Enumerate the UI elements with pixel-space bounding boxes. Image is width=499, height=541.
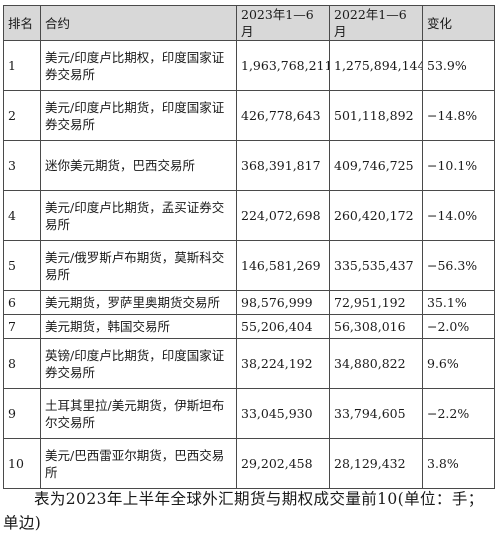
cell-rank: 9	[3, 388, 41, 439]
header-change: 变化	[422, 5, 495, 41]
fx-volume-table: 排名 合约 2023年1—6月 2022年1—6月 变化 1 美元/印度卢比期权…	[3, 5, 495, 489]
cell-volume-2022: 28,129,432	[329, 438, 423, 489]
table-row: 1 美元/印度卢比期权，印度国家证券交易所 1,963,768,211 1,27…	[3, 40, 495, 91]
table-row: 10 美元/巴西雷亚尔期货，巴西交易所 29,202,458 28,129,43…	[3, 438, 495, 489]
table-header-row: 排名 合约 2023年1—6月 2022年1—6月 变化	[3, 5, 495, 41]
table-row: 3 迷你美元期货，巴西交易所 368,391,817 409,746,725 −…	[3, 140, 495, 191]
cell-volume-2022: 34,880,822	[329, 338, 423, 389]
table-row: 7 美元期货，韩国交易所 55,206,404 56,308,016 −2.0%	[3, 314, 495, 339]
cell-volume-2023: 426,778,643	[236, 90, 330, 141]
cell-contract: 美元/印度卢比期权，印度国家证券交易所	[40, 40, 237, 91]
cell-rank: 4	[3, 190, 41, 241]
cell-rank: 1	[3, 40, 41, 91]
header-contract: 合约	[40, 5, 237, 41]
cell-contract: 英镑/印度卢比期货，印度国家证券交易所	[40, 338, 237, 389]
cell-volume-2023: 224,072,698	[236, 190, 330, 241]
table-row: 8 英镑/印度卢比期货，印度国家证券交易所 38,224,192 34,880,…	[3, 338, 495, 389]
cell-volume-2022: 260,420,172	[329, 190, 423, 241]
cell-volume-2022: 1,275,894,144	[329, 40, 423, 91]
cell-contract: 美元/俄罗斯卢布期货，莫斯科交易所	[40, 240, 237, 291]
cell-contract: 迷你美元期货，巴西交易所	[40, 140, 237, 191]
table-row: 6 美元期货，罗萨里奥期货交易所 98,576,999 72,951,192 3…	[3, 290, 495, 315]
cell-volume-2022: 335,535,437	[329, 240, 423, 291]
cell-volume-2022: 33,794,605	[329, 388, 423, 439]
cell-rank: 7	[3, 314, 41, 339]
cell-change: 9.6%	[422, 338, 495, 389]
cell-contract: 美元期货，韩国交易所	[40, 314, 237, 339]
cell-change: −14.8%	[422, 90, 495, 141]
cell-rank: 8	[3, 338, 41, 389]
cell-volume-2023: 33,045,930	[236, 388, 330, 439]
cell-volume-2023: 1,963,768,211	[236, 40, 330, 91]
header-2022: 2022年1—6月	[329, 5, 423, 41]
cell-volume-2022: 501,118,892	[329, 90, 423, 141]
cell-rank: 10	[3, 438, 41, 489]
cell-contract: 美元/印度卢比期货，孟买证券交易所	[40, 190, 237, 241]
cell-change: 3.8%	[422, 438, 495, 489]
cell-volume-2022: 56,308,016	[329, 314, 423, 339]
cell-contract: 美元/巴西雷亚尔期货，巴西交易所	[40, 438, 237, 489]
cell-contract: 土耳其里拉/美元期货，伊斯坦布尔交易所	[40, 388, 237, 439]
cell-contract: 美元/印度卢比期货，印度国家证券交易所	[40, 90, 237, 141]
cell-change: −10.1%	[422, 140, 495, 191]
cell-volume-2023: 98,576,999	[236, 290, 330, 315]
cell-change: −56.3%	[422, 240, 495, 291]
fx-volume-table-container: 排名 合约 2023年1—6月 2022年1—6月 变化 1 美元/印度卢比期权…	[3, 5, 495, 489]
table-row: 9 土耳其里拉/美元期货，伊斯坦布尔交易所 33,045,930 33,794,…	[3, 388, 495, 439]
table-row: 2 美元/印度卢比期货，印度国家证券交易所 426,778,643 501,11…	[3, 90, 495, 141]
cell-change: −2.2%	[422, 388, 495, 439]
header-rank: 排名	[3, 5, 41, 41]
cell-rank: 2	[3, 90, 41, 141]
cell-volume-2023: 368,391,817	[236, 140, 330, 191]
cell-rank: 6	[3, 290, 41, 315]
cell-change: −14.0%	[422, 190, 495, 241]
cell-change: 35.1%	[422, 290, 495, 315]
cell-volume-2023: 55,206,404	[236, 314, 330, 339]
table-row: 5 美元/俄罗斯卢布期货，莫斯科交易所 146,581,269 335,535,…	[3, 240, 495, 291]
cell-rank: 5	[3, 240, 41, 291]
cell-volume-2023: 146,581,269	[236, 240, 330, 291]
cell-volume-2022: 72,951,192	[329, 290, 423, 315]
cell-volume-2023: 29,202,458	[236, 438, 330, 489]
table-caption: 表为2023年上半年全球外汇期货与期权成交量前10(单位：手；单边)	[3, 490, 484, 532]
cell-contract: 美元期货，罗萨里奥期货交易所	[40, 290, 237, 315]
cell-volume-2023: 38,224,192	[236, 338, 330, 389]
cell-change: −2.0%	[422, 314, 495, 339]
cell-volume-2022: 409,746,725	[329, 140, 423, 191]
cell-change: 53.9%	[422, 40, 495, 91]
table-row: 4 美元/印度卢比期货，孟买证券交易所 224,072,698 260,420,…	[3, 190, 495, 241]
cell-rank: 3	[3, 140, 41, 191]
header-2023: 2023年1—6月	[236, 5, 330, 41]
